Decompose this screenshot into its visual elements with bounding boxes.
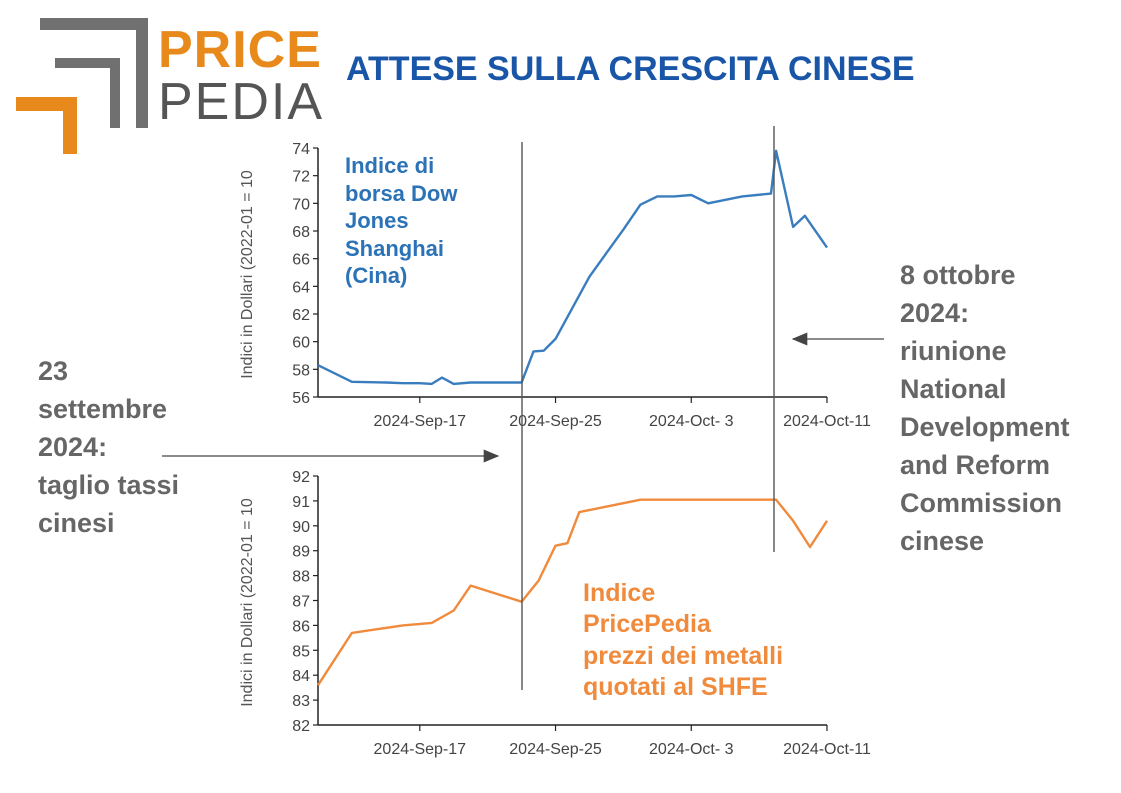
- y-tick-label: 62: [292, 307, 310, 324]
- y-tick-label: 92: [292, 469, 310, 486]
- y-tick-label: 87: [292, 594, 310, 611]
- series-label-line: PricePedia: [583, 610, 711, 639]
- y-tick-label: 56: [292, 390, 310, 407]
- y-axis-label: Indici in Dollari (2022-01 = 10: [239, 498, 256, 707]
- y-tick-label: 58: [292, 362, 310, 379]
- y-tick-label: 66: [292, 252, 310, 269]
- series-label-line: Indice: [583, 579, 656, 607]
- series-label-line: quotati al SHFE: [583, 672, 768, 701]
- y-tick-label: 91: [292, 494, 310, 511]
- y-tick-label: 60: [292, 335, 310, 352]
- series-line: [317, 149, 828, 386]
- chart-shfe-metals: 82 83 84 85 86 87 88 89 90 91 92 2024-Sep-17 2024-Se…: [239, 469, 871, 758]
- logo-word-pedia: PEDIA: [158, 73, 325, 131]
- y-tick-label: 88: [292, 569, 310, 586]
- x-tick-label: 2024-Oct- 3: [649, 413, 734, 430]
- annotation-line: 8 ottobre: [900, 260, 1016, 290]
- series-label-line: Shanghai: [345, 235, 445, 261]
- series-label-line: borsa Dow: [345, 180, 458, 206]
- x-tick-label: 2024-Sep-17: [374, 741, 467, 758]
- series-line: [316, 498, 829, 686]
- y-axis-label: Indici in Dollari (2022-01 = 10: [239, 170, 256, 379]
- y-tick-label: 68: [292, 224, 310, 241]
- annotation-line: taglio tassi: [38, 470, 180, 500]
- page-title: ATTESE SULLA CRESCITA CINESE: [346, 50, 915, 88]
- y-tick-label: 85: [292, 643, 310, 660]
- chart-dow-jones-shanghai: 56 58 60 62 64 66 68 70 72 74 2024-Sep-17 2024-Sep-…: [239, 141, 871, 430]
- annotation-line: 23: [38, 356, 69, 386]
- logo-word-price: PRICE: [158, 21, 322, 79]
- annotation-rate-cut: 23 settembre 2024: taglio tassi cinesi: [38, 352, 179, 542]
- x-tick-label: 2024-Oct-11: [783, 413, 871, 430]
- series-label-line: (Cina): [345, 263, 408, 288]
- annotation-line: cinese: [900, 526, 985, 556]
- y-tick-label: 89: [292, 544, 310, 561]
- x-tick-label: 2024-Oct-11: [783, 741, 871, 758]
- y-tick-label: 64: [292, 279, 310, 296]
- y-tick-label: 84: [292, 668, 310, 685]
- annotation-line: riunione: [900, 336, 1007, 366]
- y-tick-label: 70: [292, 196, 310, 213]
- series-label-line: prezzi dei metalli: [583, 641, 784, 670]
- series-label-dow-jones: Indice di borsa Dow Jones Shanghai (Cina…: [345, 152, 457, 290]
- series-label-line: Jones: [345, 208, 409, 233]
- annotation-line: cinesi: [38, 508, 115, 538]
- y-tick-label: 72: [292, 169, 310, 186]
- y-tick-label: 82: [292, 718, 310, 735]
- annotation-line: National: [900, 374, 1007, 404]
- pricepedia-logo: PRICE PEDIA: [10, 18, 322, 158]
- y-tick-label: 86: [292, 618, 310, 635]
- annotation-line: Development: [900, 412, 1070, 442]
- annotation-line: and Reform: [900, 450, 1051, 480]
- y-tick-label: 90: [292, 519, 310, 536]
- annotation-line: settembre: [38, 394, 168, 424]
- annotation-line: 2024:: [38, 432, 108, 462]
- x-tick-label: 2024-Sep-17: [374, 413, 467, 430]
- x-tick-label: 2024-Sep-25: [509, 741, 602, 758]
- series-label-line: Indice di: [345, 153, 435, 178]
- y-tick-label: 74: [292, 141, 310, 158]
- x-tick-label: 2024-Sep-25: [509, 413, 602, 430]
- y-tick-label: 83: [292, 693, 310, 710]
- annotation-line: Commission: [900, 488, 1063, 518]
- annotation-line: 2024:: [900, 298, 970, 328]
- logo-mark-icon: [16, 18, 148, 154]
- series-label-shfe: Indice PricePedia prezzi dei metalli quo…: [583, 578, 783, 703]
- x-tick-label: 2024-Oct- 3: [649, 741, 734, 758]
- annotation-ndrc-meeting: 8 ottobre 2024: riunione National Develo…: [900, 256, 1070, 560]
